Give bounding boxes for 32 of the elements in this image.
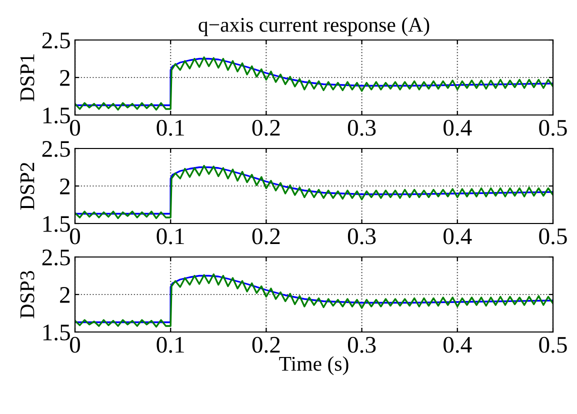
y-tick-label: 2	[60, 70, 70, 86]
y-axis-title: DSP2	[20, 162, 34, 210]
x-tick-label: 0.3	[348, 336, 376, 353]
y-tick-label: 2.5	[42, 32, 70, 49]
x-tick-label: 0	[70, 120, 80, 136]
x-tick-label: 0.2	[252, 120, 280, 136]
x-axis-title: Time (s)	[279, 356, 348, 376]
x-tick-label: 0.2	[252, 336, 280, 353]
x-tick-label: 0.4	[444, 120, 472, 136]
x-tick-label: 0.4	[444, 228, 472, 244]
x-tick-label: 0.5	[539, 336, 567, 353]
chart-title: q−axis current response (A)	[198, 17, 430, 36]
x-tick-label: 0.1	[156, 120, 184, 136]
x-tick-label: 0.1	[156, 228, 184, 244]
y-axis-title: DSP1	[20, 54, 34, 102]
x-tick-label: 0.2	[252, 228, 280, 244]
y-tick-label: 2.5	[42, 141, 70, 158]
x-tick-label: 0	[70, 228, 80, 244]
y-tick-label: 2	[60, 287, 70, 303]
x-tick-label: 0	[70, 336, 80, 353]
x-tick-label: 0.3	[348, 228, 376, 244]
x-tick-label: 0.4	[444, 336, 472, 353]
y-tick-label: 1.5	[43, 108, 70, 124]
y-tick-label: 1.5	[43, 216, 70, 232]
x-tick-label: 0.5	[539, 228, 567, 244]
y-tick-label: 2	[60, 178, 70, 194]
x-tick-label: 0.5	[539, 120, 567, 136]
y-tick-label: 2.5	[42, 250, 70, 266]
x-tick-label: 0.1	[156, 336, 184, 353]
y-tick-label: 1.5	[43, 324, 70, 341]
x-tick-label: 0.3	[348, 120, 376, 136]
y-axis-title: DSP3	[20, 270, 34, 318]
